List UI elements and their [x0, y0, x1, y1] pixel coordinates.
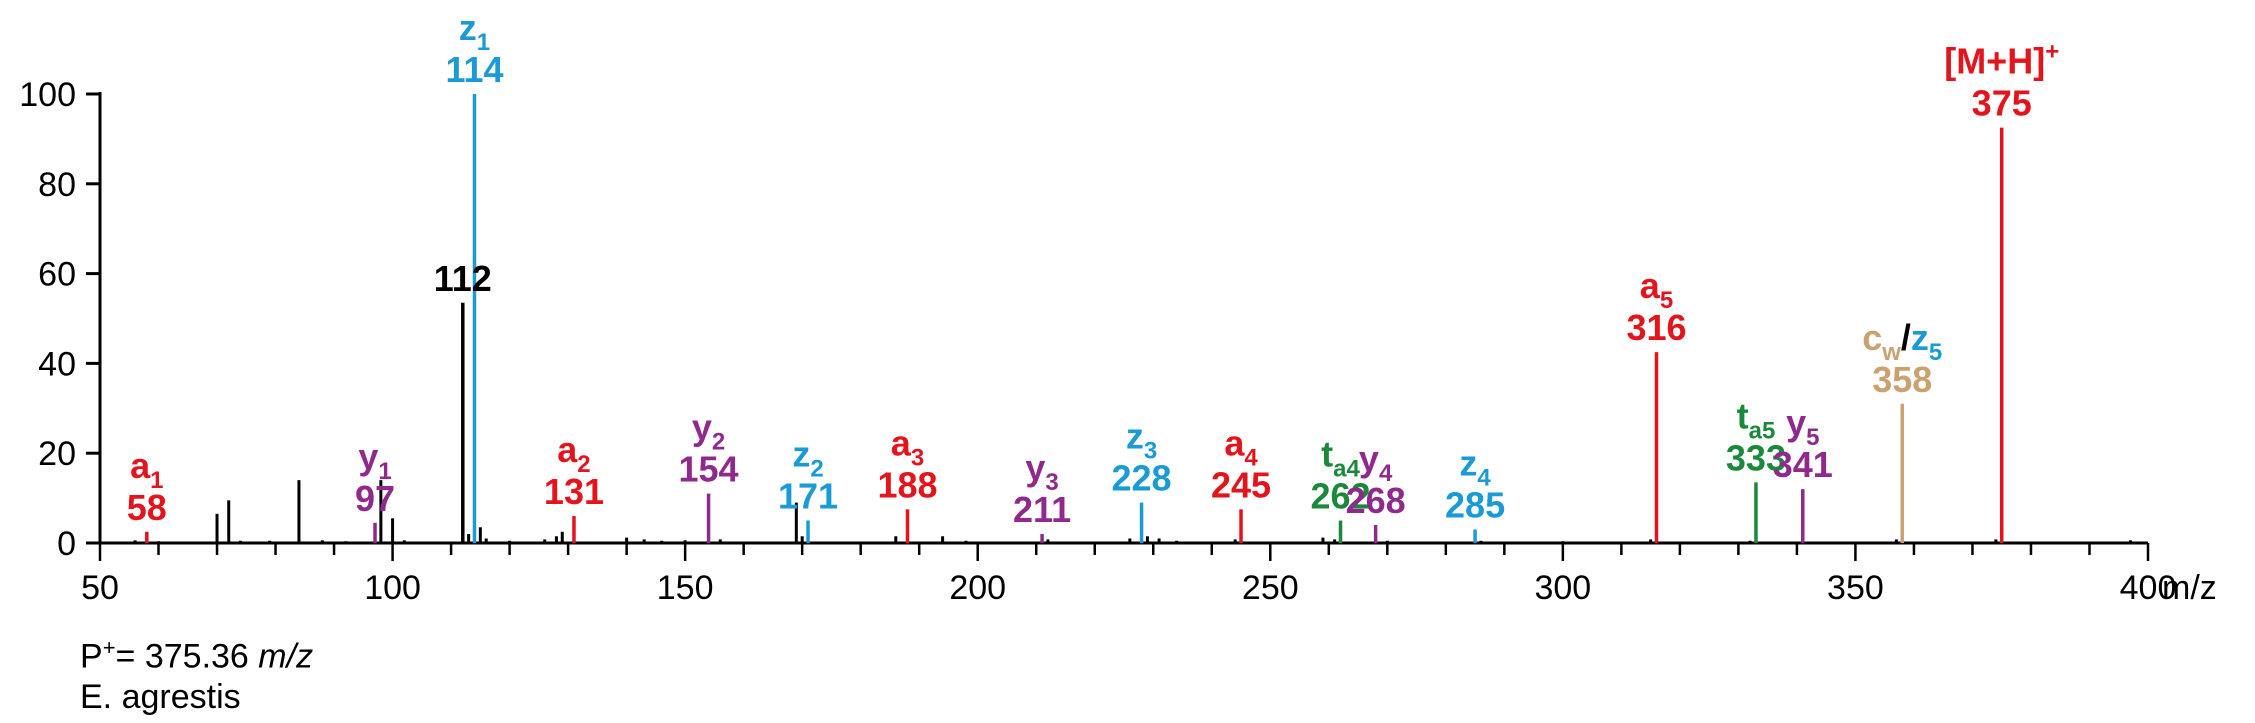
ion-label: z1 — [459, 7, 490, 56]
ion-label: z2 — [792, 434, 823, 483]
precursor-unit: m/z — [258, 637, 314, 676]
ion-label: z3 — [1126, 416, 1157, 465]
ion-label: z4 — [1459, 443, 1491, 492]
ion-label: ta4 — [1321, 434, 1360, 483]
precursor-sup: + — [102, 635, 116, 660]
peak-value-label: 211 — [1013, 489, 1071, 530]
ion-label: a5 — [1640, 265, 1673, 314]
x-tick-label: 100 — [364, 569, 421, 607]
peak-value-label: 333 — [1726, 437, 1786, 478]
peak-value-label: 245 — [1211, 464, 1271, 505]
x-tick-label: 200 — [949, 569, 1006, 607]
peak-value-label: 154 — [679, 449, 739, 490]
peak-value-label: 268 — [1346, 480, 1406, 521]
peak-value-label: 188 — [877, 464, 937, 505]
y-tick-label: 60 — [38, 256, 76, 294]
ion-label: y4 — [1359, 438, 1393, 487]
peak-value-label: 112 — [434, 258, 492, 299]
y-tick-label: 40 — [38, 345, 76, 383]
ion-label: y1 — [358, 436, 391, 485]
ion-label: cw/z5 — [1862, 317, 1942, 366]
x-tick-label: 400 — [2120, 569, 2177, 607]
peak-value-label: 97 — [355, 478, 395, 519]
peak-value-label: 228 — [1112, 458, 1172, 499]
ion-label: a3 — [891, 422, 924, 471]
ion-label: y2 — [692, 407, 725, 456]
ion-label: ta5 — [1737, 395, 1776, 444]
peak-value-label: 316 — [1626, 307, 1686, 348]
peak-value-label: 114 — [445, 49, 503, 90]
ion-label: a1 — [130, 445, 163, 494]
precursor-caption: P+= 375.36 m/z — [80, 628, 313, 676]
precursor-value: = 375.36 — [115, 637, 259, 676]
x-tick-label: 50 — [81, 569, 119, 607]
precursor-prefix: P — [80, 637, 103, 676]
peak-value-label: 285 — [1445, 485, 1505, 526]
peak-value-label: 375 — [1972, 83, 2032, 124]
x-tick-label: 150 — [657, 569, 714, 607]
x-tick-label: 300 — [1534, 569, 1591, 607]
y-tick-label: 80 — [38, 166, 76, 204]
ion-label: y3 — [1025, 447, 1058, 496]
x-tick-label: 350 — [1827, 569, 1884, 607]
peak-value-label: 171 — [778, 476, 838, 517]
peak-value-label: 58 — [127, 487, 167, 528]
peak-value-label: 358 — [1872, 359, 1932, 400]
y-tick-label: 20 — [38, 435, 76, 473]
ion-label: a4 — [1224, 422, 1258, 471]
peak-value-label: 131 — [544, 471, 604, 512]
x-axis-label: m/z — [2162, 569, 2217, 607]
y-tick-label: 100 — [19, 76, 76, 114]
peak-value-label: 262 — [1310, 476, 1370, 517]
peak-value-label: 341 — [1773, 444, 1833, 485]
peaks — [133, 94, 2132, 543]
ion-label: y5 — [1786, 402, 1819, 451]
ion-label: a2 — [557, 429, 590, 478]
ion-label: [M+H]+ — [1944, 39, 2059, 82]
x-tick-label: 250 — [1242, 569, 1299, 607]
y-tick-label: 0 — [57, 525, 76, 563]
species-caption: E. agrestis — [80, 678, 241, 716]
